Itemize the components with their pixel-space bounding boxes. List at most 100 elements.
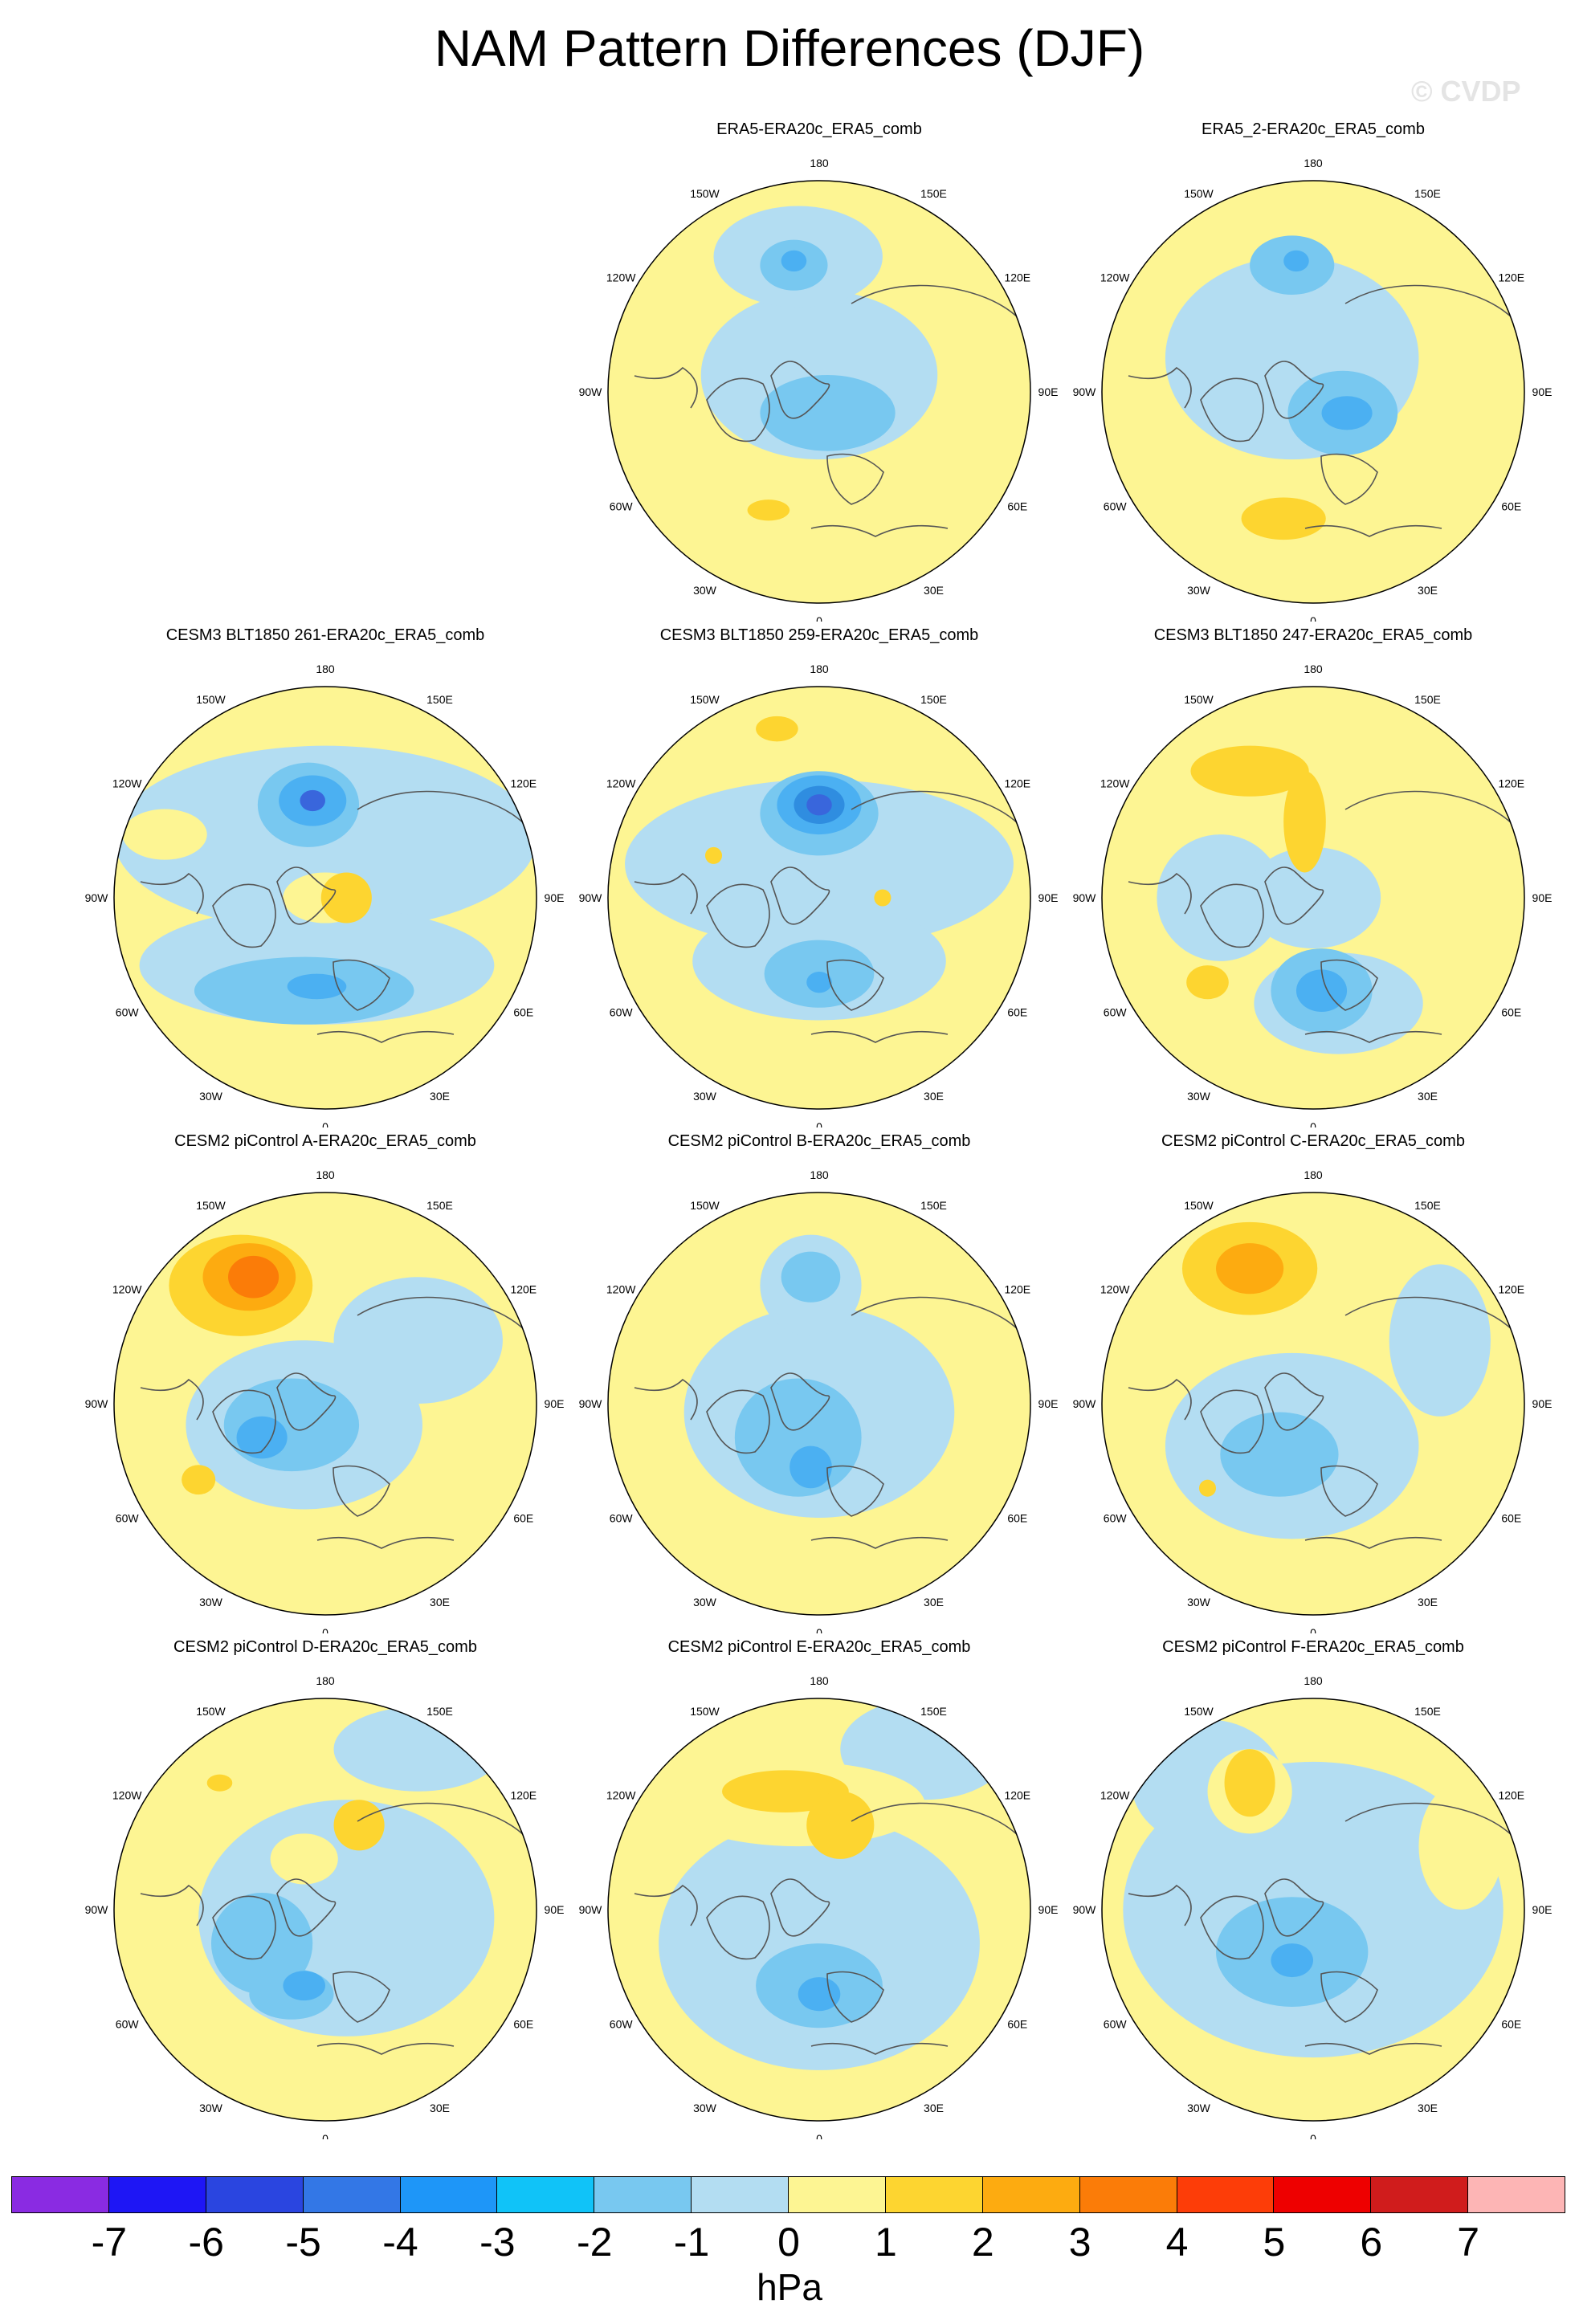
- longitude-label: 90W: [85, 1397, 109, 1410]
- map-border: [1101, 686, 1525, 1110]
- longitude-label: 150W: [1184, 1199, 1214, 1212]
- longitude-label: 0: [816, 1626, 822, 1633]
- longitude-label: 30W: [693, 584, 717, 597]
- map-panel: CESM2 piControl B-ERA20c_ERA5_comb 180 150…: [573, 1131, 1066, 1633]
- coastline: [770, 1878, 830, 1937]
- longitude-label: 120W: [112, 1789, 142, 1802]
- colorbar-swatch: [205, 2176, 304, 2213]
- contour-region: [1220, 1412, 1339, 1497]
- contour-region: [1283, 250, 1309, 272]
- contour-region: [747, 499, 790, 521]
- map-panel: CESM3 BLT1850 259-ERA20c_ERA5_comb 180 150…: [573, 625, 1066, 1127]
- contour-region: [1389, 1264, 1491, 1417]
- longitude-label: 150E: [920, 1199, 947, 1212]
- panel-title: CESM2 piControl C-ERA20c_ERA5_comb: [1161, 1132, 1465, 1150]
- longitude-label: 30W: [693, 1596, 717, 1608]
- coastline: [706, 1389, 770, 1454]
- contour-region: [1190, 745, 1309, 797]
- coastline: [1128, 872, 1192, 915]
- polar-map: 180 150E 120E 90E 60E 30E 0 30W 60W 90W 120W 150W: [85, 1674, 565, 2139]
- longitude-label: 90E: [545, 891, 565, 904]
- longitude-label: 150W: [196, 693, 226, 706]
- colorbar-tick-label: 7: [1457, 2220, 1480, 2265]
- coastline: [826, 1971, 884, 2023]
- longitude-label: 60W: [610, 1512, 634, 1525]
- map-panel: ERA5_2-ERA20c_ERA5_comb 180 150E 120E 90E 60E…: [1067, 119, 1560, 622]
- coastline: [276, 1372, 337, 1431]
- coastline: [1200, 1895, 1264, 1960]
- polar-map: 180 150E 120E 90E 60E 30E 0 30W 60W 90W 120W 150W: [85, 663, 565, 1127]
- longitude-label: 30W: [1187, 1090, 1211, 1103]
- coastline: [140, 1378, 204, 1421]
- longitude-label: 60W: [1104, 2018, 1128, 2031]
- longitude-label: 30E: [1418, 1090, 1438, 1103]
- longitude-label: 60E: [513, 2018, 533, 2031]
- longitude-label: 60W: [1104, 1512, 1128, 1525]
- coastline: [357, 790, 527, 826]
- longitude-label: 120W: [606, 271, 636, 284]
- coastline: [770, 866, 830, 925]
- longitude-label: 180: [810, 663, 829, 675]
- longitude-label: 60E: [1007, 500, 1027, 513]
- longitude-label: 30W: [1187, 2102, 1211, 2114]
- contour-region: [300, 789, 325, 812]
- longitude-label: 30E: [924, 1090, 944, 1103]
- colorbar-tick-label: -6: [188, 2220, 224, 2265]
- map-panel: CESM2 piControl C-ERA20c_ERA5_comb 180 150…: [1067, 1131, 1560, 1633]
- longitude-label: 150E: [1414, 1705, 1441, 1718]
- colorbar-swatch: [302, 2176, 401, 2213]
- longitude-label: 150W: [196, 1199, 226, 1212]
- longitude-label: 180: [316, 1168, 335, 1181]
- panel-title: CESM2 piControl F-ERA20c_ERA5_comb: [1162, 1638, 1464, 1656]
- polar-map: 180 150E 120E 90E 60E 30E 0 30W 60W 90W 120W 150W: [1073, 1168, 1552, 1633]
- longitude-label: 0: [1310, 2132, 1316, 2139]
- contour-region: [806, 1791, 875, 1859]
- coastline: [634, 872, 698, 915]
- contour-region: [625, 779, 1014, 949]
- contour-region: [1271, 1943, 1313, 1978]
- longitude-label: 30W: [1187, 1596, 1211, 1608]
- colorbar: [11, 2176, 1565, 2213]
- longitude-label: 90W: [85, 1903, 109, 1916]
- longitude-label: 120W: [606, 1789, 636, 1802]
- longitude-label: 180: [810, 1674, 829, 1687]
- coastline: [826, 453, 884, 505]
- longitude-label: 30E: [430, 2102, 450, 2114]
- map-panel: CESM2 piControl E-ERA20c_ERA5_comb 180 150…: [573, 1637, 1066, 2139]
- coastline: [1304, 1030, 1442, 1043]
- coastline: [212, 883, 276, 948]
- longitude-label: 120E: [1498, 1283, 1524, 1296]
- panel-title: CESM2 piControl B-ERA20c_ERA5_comb: [667, 1132, 971, 1150]
- polar-map: 180 150E 120E 90E 60E 30E 0 30W 60W 90W 120W 150W: [579, 157, 1059, 622]
- longitude-label: 60E: [1007, 1006, 1027, 1019]
- contour-region: [704, 846, 723, 864]
- longitude-label: 30E: [1418, 1596, 1438, 1608]
- contour-region: [1224, 1749, 1275, 1817]
- longitude-label: 90W: [1073, 1397, 1097, 1410]
- longitude-label: 60W: [610, 2018, 634, 2031]
- longitude-label: 30E: [924, 584, 944, 597]
- contour-region: [283, 1971, 325, 2001]
- contour-region: [270, 1833, 338, 1885]
- longitude-label: 60W: [1104, 500, 1128, 513]
- units-label: hPa: [757, 2266, 822, 2308]
- longitude-label: 120E: [510, 777, 537, 790]
- longitude-label: 90E: [1038, 891, 1059, 904]
- coastline: [316, 1536, 455, 1549]
- coastline: [810, 2042, 949, 2055]
- map-panel: CESM2 piControl D-ERA20c_ERA5_comb 180 150…: [79, 1637, 572, 2139]
- contour-region: [1283, 771, 1326, 873]
- coastline: [140, 872, 204, 915]
- coastline: [1264, 1878, 1324, 1937]
- longitude-label: 150E: [920, 693, 947, 706]
- coastline: [1320, 1971, 1378, 2023]
- coastline: [1128, 1884, 1192, 1926]
- longitude-label: 180: [1304, 157, 1323, 169]
- longitude-label: 30W: [199, 2102, 223, 2114]
- longitude-label: 90E: [1532, 1397, 1552, 1410]
- coastline: [333, 959, 390, 1011]
- panel-title: CESM2 piControl E-ERA20c_ERA5_comb: [667, 1638, 971, 1656]
- longitude-label: 150W: [690, 693, 720, 706]
- map-panel: CESM3 BLT1850 261-ERA20c_ERA5_comb 180 150…: [79, 625, 572, 1127]
- longitude-label: 150W: [690, 1705, 720, 1718]
